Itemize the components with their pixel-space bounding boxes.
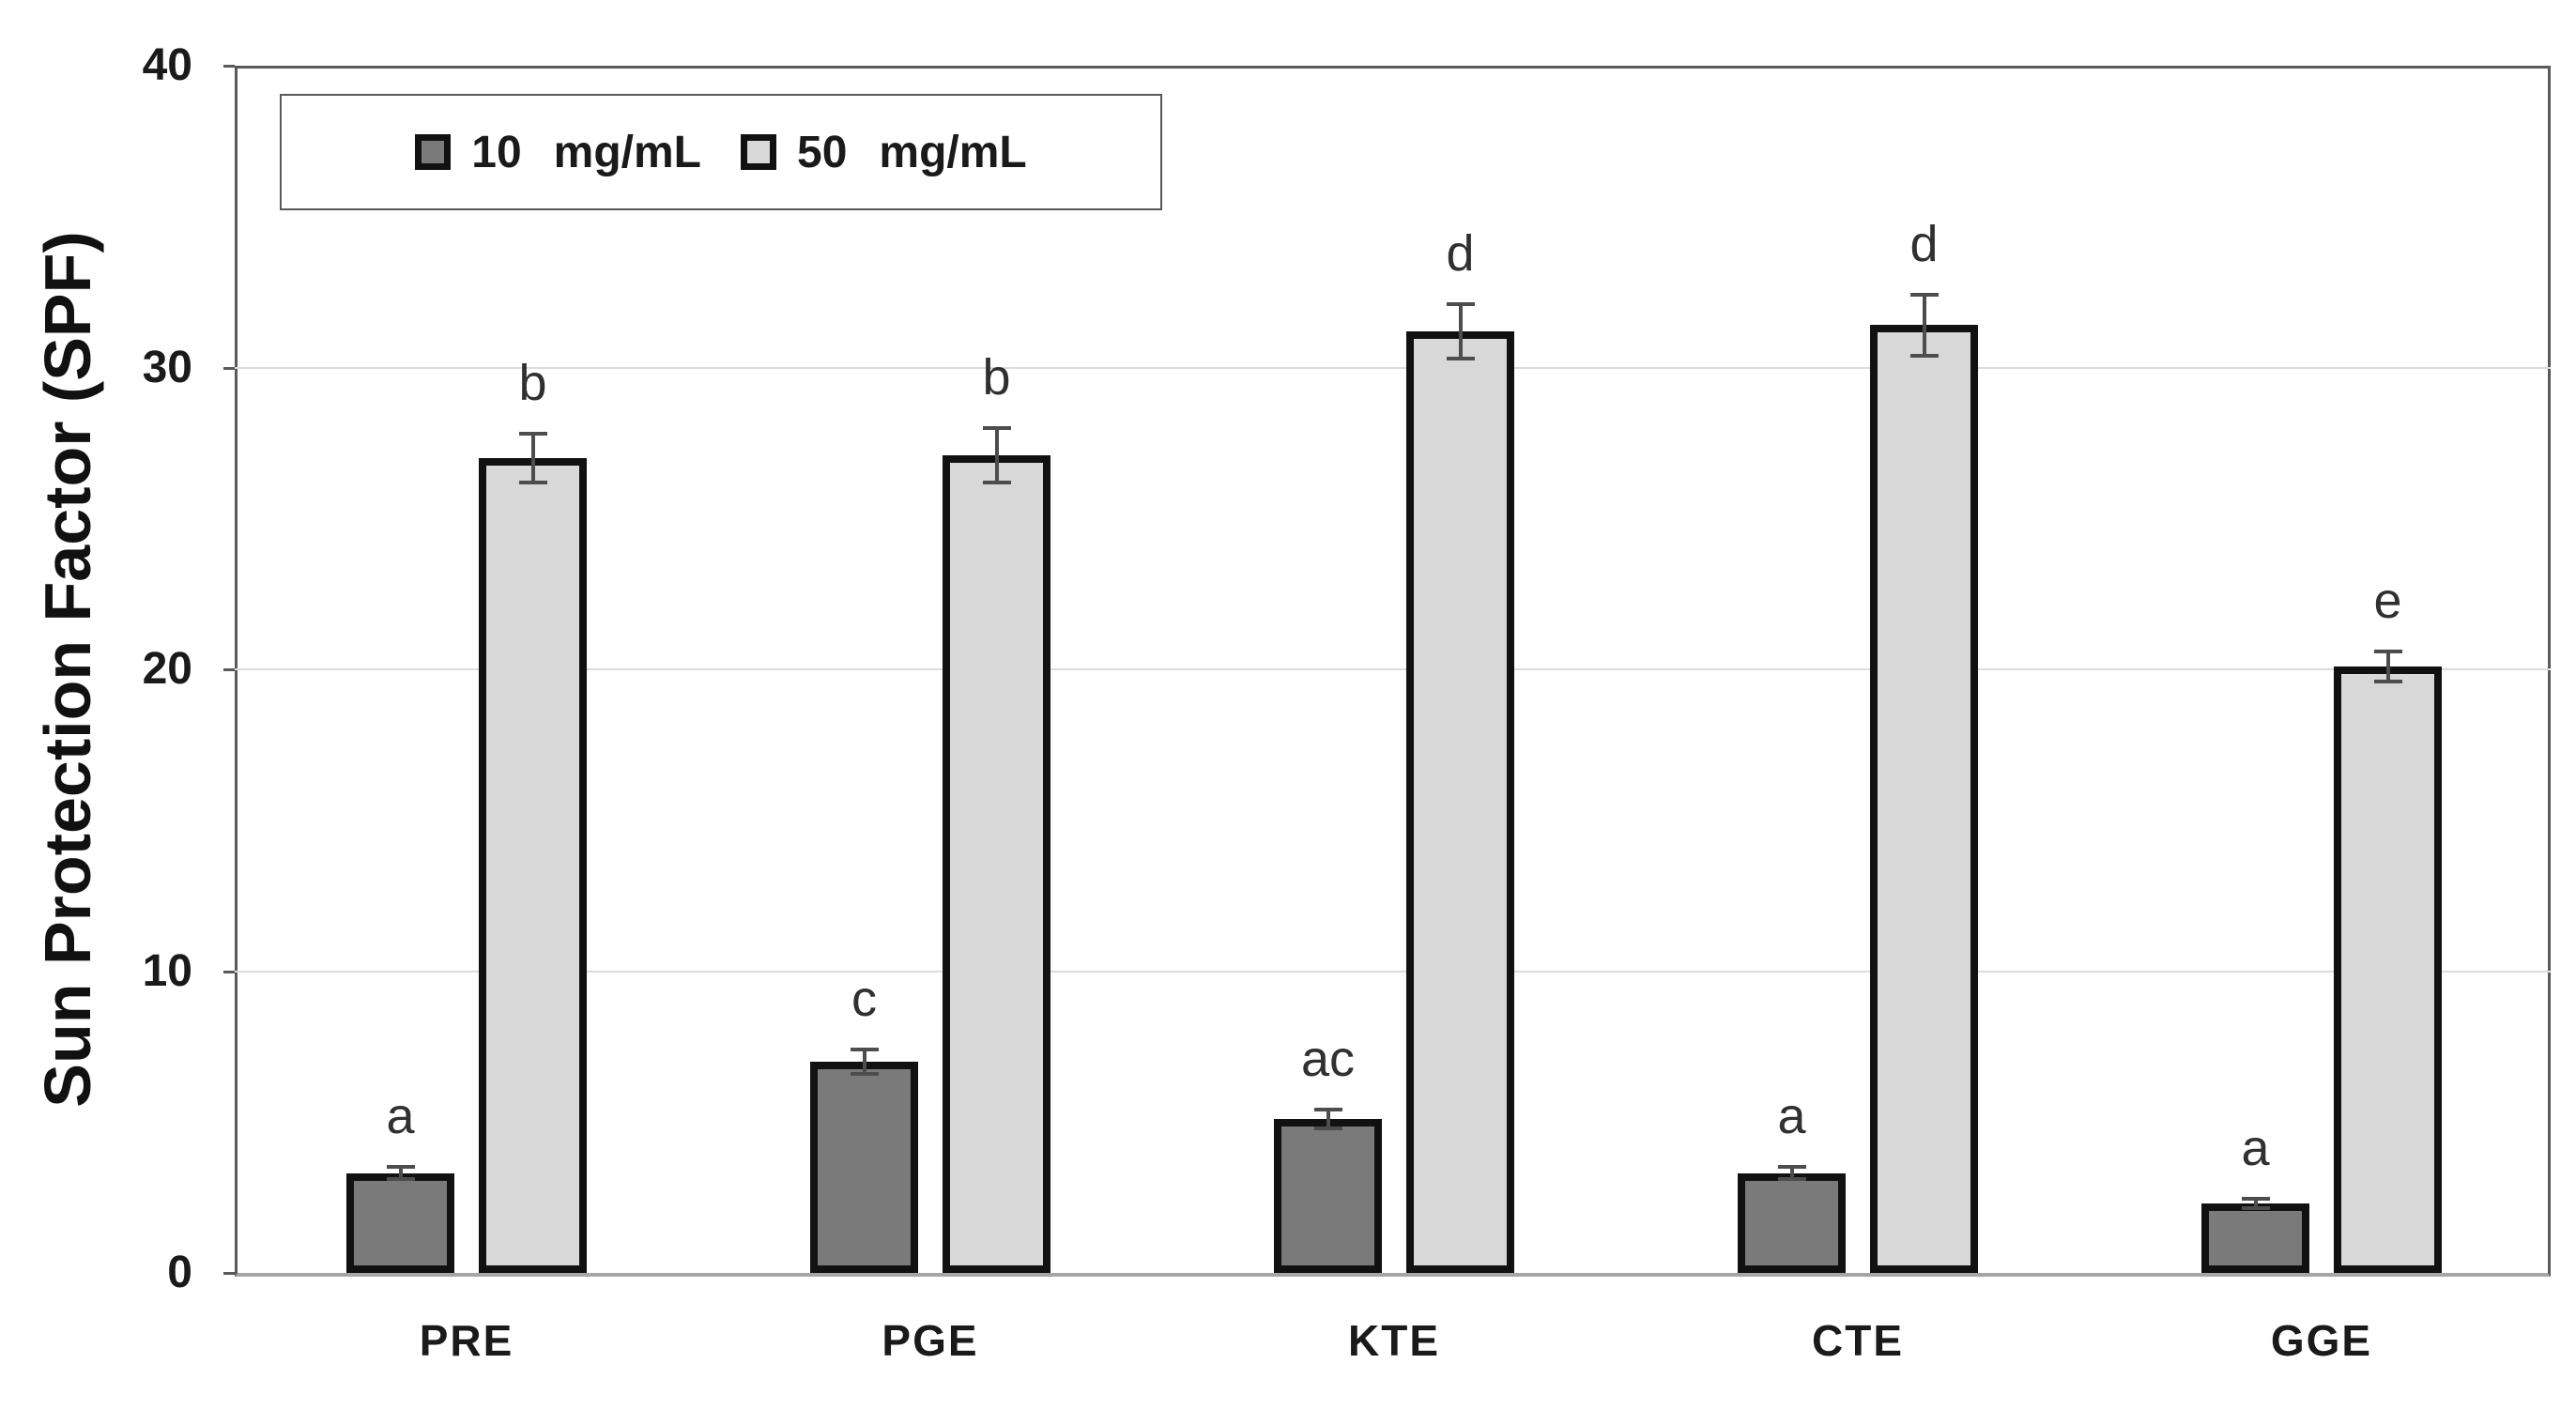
error-bar-cap-top	[386, 1165, 415, 1170]
bar-50mg/mL-PRE	[479, 457, 587, 1273]
error-bar-line	[1458, 303, 1463, 359]
plot-area-frame	[235, 66, 2551, 1277]
y-tick-mark	[223, 668, 235, 671]
bar-50mg/mL-CTE	[1870, 325, 1978, 1273]
significance-letter: c	[851, 971, 877, 1028]
bar-50mg/mL-GGE	[2334, 666, 2442, 1273]
bar-10mg/mL-PRE	[346, 1172, 454, 1273]
error-bar-line	[2385, 651, 2390, 682]
error-bar-cap-bottom	[518, 480, 547, 484]
gridline	[235, 970, 2551, 973]
bar-10mg/mL-PGE	[810, 1061, 918, 1273]
x-tick-label-PRE: PRE	[419, 1316, 514, 1365]
y-tick-mark	[223, 970, 235, 973]
legend-swatch-light	[741, 134, 776, 170]
significance-letter: b	[518, 355, 547, 412]
bar-50mg/mL-KTE	[1406, 330, 1514, 1273]
error-bar-line	[994, 427, 999, 483]
legend-value: 10	[471, 127, 522, 177]
legend-swatch-dark	[415, 134, 452, 170]
significance-letter: a	[2241, 1120, 2270, 1177]
error-bar-cap-bottom	[1313, 1126, 1342, 1130]
bar-10mg/mL-CTE	[1738, 1172, 1846, 1273]
error-bar-cap-top	[2373, 649, 2402, 653]
legend-item-50mg: 50 mg/mL	[741, 127, 1027, 178]
error-bar-line	[1922, 295, 1926, 356]
y-tick-mark	[223, 65, 235, 68]
error-bar-line	[1789, 1167, 1794, 1180]
x-tick-label-KTE: KTE	[1348, 1316, 1440, 1365]
significance-letter: ac	[1300, 1031, 1356, 1088]
error-bar-line	[530, 434, 535, 483]
error-bar-cap-bottom	[850, 1071, 879, 1076]
bar-10mg/mL-KTE	[1274, 1119, 1382, 1273]
bar-50mg/mL-PGE	[943, 454, 1050, 1273]
y-tick-label: 30	[142, 342, 192, 392]
legend: 10 mg/mL 50 mg/mL	[280, 94, 1162, 210]
significance-letter: e	[2373, 572, 2402, 629]
error-bar-cap-top	[1909, 293, 1939, 298]
error-bar-line	[862, 1050, 866, 1074]
error-bar-cap-top	[1777, 1165, 1806, 1170]
significance-letter: d	[1446, 224, 1475, 282]
legend-value: 50	[797, 127, 848, 177]
x-tick-label-PGE: PGE	[882, 1316, 979, 1365]
error-bar-cap-bottom	[1777, 1177, 1806, 1182]
significance-letter: a	[386, 1088, 415, 1145]
error-bar-cap-top	[850, 1048, 879, 1052]
y-tick-label: 40	[142, 40, 192, 90]
error-bar-cap-bottom	[1909, 353, 1939, 358]
x-tick-label-GGE: GGE	[2270, 1316, 2373, 1365]
error-bar-cap-bottom	[386, 1177, 415, 1182]
legend-item-10mg: 10 mg/mL	[415, 127, 701, 178]
error-bar-cap-bottom	[982, 480, 1011, 484]
error-bar-cap-bottom	[2373, 679, 2402, 683]
error-bar-cap-top	[1446, 301, 1475, 306]
error-bar-cap-bottom	[1446, 356, 1475, 360]
error-bar-line	[2253, 1199, 2258, 1208]
error-bar-line	[1326, 1110, 1330, 1128]
error-bar-line	[398, 1167, 403, 1180]
bar-10mg/mL-GGE	[2201, 1203, 2309, 1273]
error-bar-cap-top	[982, 425, 1011, 430]
gridline	[235, 668, 2551, 670]
legend-unit: mg/mL	[879, 127, 1027, 177]
x-tick-label-CTE: CTE	[1812, 1316, 1904, 1365]
legend-unit: mg/mL	[553, 127, 701, 177]
error-bar-cap-top	[1313, 1108, 1342, 1112]
significance-letter: a	[1777, 1088, 1806, 1145]
error-bar-cap-top	[518, 432, 547, 437]
y-tick-label: 20	[142, 644, 192, 694]
significance-letter: d	[1909, 216, 1939, 273]
error-bar-cap-bottom	[2241, 1205, 2270, 1210]
significance-letter: b	[982, 348, 1011, 406]
gridline	[235, 366, 2551, 369]
error-bar-cap-top	[2241, 1197, 2270, 1202]
y-tick-label: 10	[142, 945, 192, 996]
y-tick-mark	[223, 366, 235, 370]
y-tick-label: 0	[167, 1248, 192, 1297]
y-tick-mark	[223, 1272, 235, 1275]
